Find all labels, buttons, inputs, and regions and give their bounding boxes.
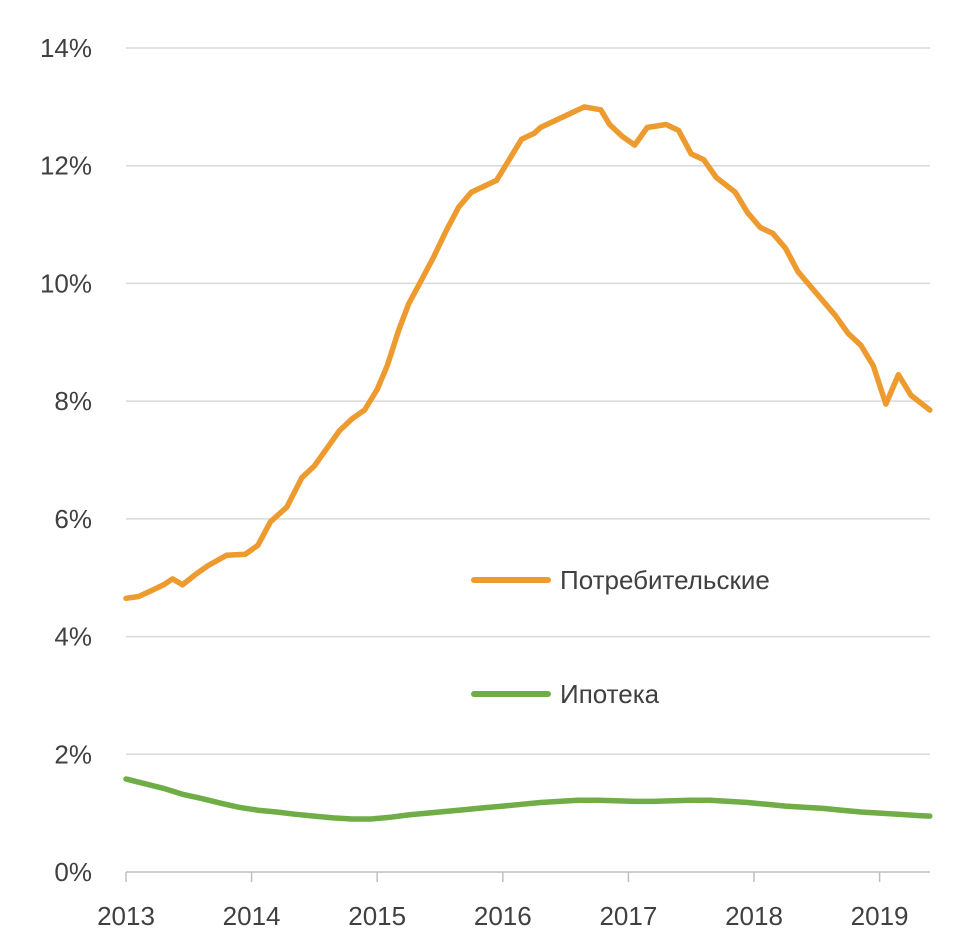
y-tick-label: 14% xyxy=(40,33,92,63)
y-tick-label: 4% xyxy=(54,622,92,652)
x-tick-label: 2018 xyxy=(725,901,783,931)
series-line-consumer xyxy=(123,104,933,602)
y-tick-label: 8% xyxy=(54,386,92,416)
series-lines xyxy=(123,104,933,822)
y-tick-label: 12% xyxy=(40,151,92,181)
legend-label-mortgage: Ипотека xyxy=(560,679,660,709)
y-tick-label: 10% xyxy=(40,268,92,298)
legend-label-consumer: Потребительские xyxy=(560,565,770,595)
legend-item-mortgage: Ипотека xyxy=(471,679,660,709)
x-tick-label: 2019 xyxy=(851,901,909,931)
y-tick-label: 6% xyxy=(54,504,92,534)
x-tick-label: 2014 xyxy=(223,901,281,931)
y-tick-label: 0% xyxy=(54,857,92,887)
x-tick-label: 2016 xyxy=(474,901,532,931)
x-tick-label: 2013 xyxy=(97,901,155,931)
x-tick-label: 2017 xyxy=(599,901,657,931)
gridlines xyxy=(126,47,930,756)
y-axis-ticks: 0% 2% 4% 6% 8% 10% 12% 14% xyxy=(40,33,92,887)
x-tick-label: 2015 xyxy=(348,901,406,931)
x-axis-ticks: 2013 2014 2015 2016 2017 2018 2019 xyxy=(97,872,909,931)
legend: Потребительские Ипотека xyxy=(471,565,770,709)
legend-item-consumer: Потребительские xyxy=(471,565,770,595)
y-tick-label: 2% xyxy=(54,739,92,769)
series-line-mortgage xyxy=(123,776,933,822)
